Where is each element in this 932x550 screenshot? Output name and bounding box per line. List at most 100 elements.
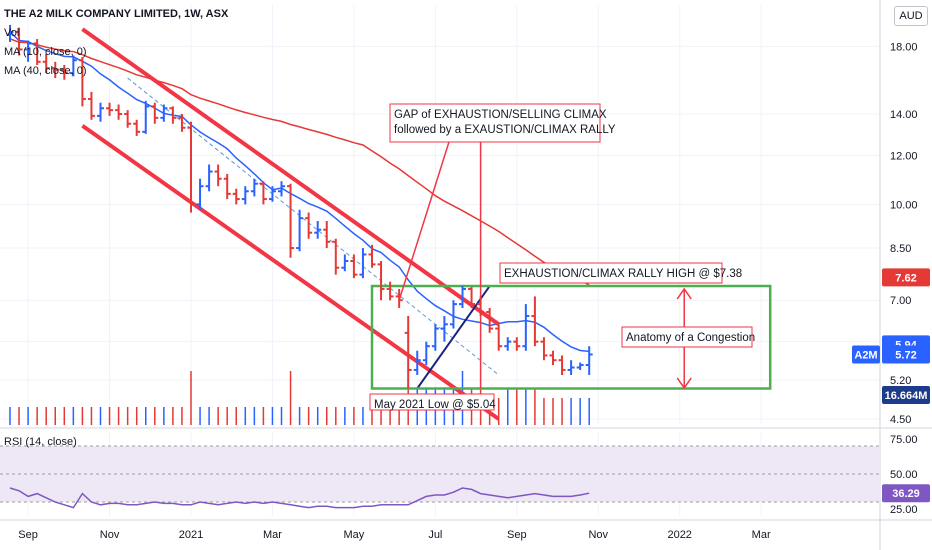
ohlc-bar — [124, 110, 132, 128]
annotation-gap-box — [389, 103, 601, 143]
badge-last: 5.72 — [882, 345, 930, 364]
ohlc-bar — [386, 281, 394, 301]
annotation-congestion: Anatomy of a Congestion — [621, 326, 755, 348]
ohlc-bar — [404, 316, 412, 389]
badge-volume: 16.664M — [882, 386, 930, 404]
ohlc-bar — [531, 296, 539, 347]
ohlc-bar — [87, 91, 95, 120]
ohlc-bar — [332, 238, 340, 275]
badge-rsi: 36.29 — [882, 484, 930, 503]
ohlc-bar — [422, 341, 430, 366]
annotations: GAP of EXHAUSTION/SELLING CLIMAX followed… — [369, 103, 755, 411]
ohlc-bar — [440, 316, 448, 342]
ohlc-bar — [513, 337, 521, 351]
ohlc-bar — [24, 40, 32, 62]
time-tick-label: Mar — [752, 529, 771, 541]
badge-last-bg — [882, 345, 930, 364]
ohlc-bar — [6, 24, 14, 42]
ohlc-bar — [97, 102, 104, 122]
badge-last-text: 5.72 — [895, 349, 916, 361]
badge-rsi-bg — [882, 484, 930, 503]
ohlc-bar — [540, 337, 548, 361]
candles — [6, 24, 593, 389]
time-tick-label: Sep — [18, 529, 38, 541]
ohlc-bar — [214, 164, 222, 187]
ohlc-bar — [323, 221, 331, 249]
badge-ma40-text: 7.62 — [895, 272, 916, 284]
symbol-title: THE A2 MILK COMPANY LIMITED, 1W, ASX — [4, 8, 229, 20]
annotation-may-low: May 2021 Low @ $5.04 — [369, 393, 496, 411]
badge-volume-bg — [882, 386, 930, 404]
ohlc-bar — [241, 186, 249, 205]
ohlc-bar — [106, 102, 114, 116]
time-tick-label: 2021 — [179, 529, 203, 541]
range-arrow-top — [676, 287, 692, 300]
badge-ticker-text: A2M — [854, 349, 877, 361]
annotation-may-low-box — [369, 393, 495, 411]
ohlc-bar — [558, 355, 566, 375]
ohlc-bar — [287, 183, 295, 258]
ohlc-bar — [486, 308, 494, 333]
annotation-gap: GAP of EXHAUSTION/SELLING CLIMAX followed… — [389, 103, 616, 143]
ohlc-bar — [522, 304, 530, 351]
currency-button[interactable]: AUD — [894, 6, 928, 26]
price-tick-label: 4.50 — [890, 414, 911, 426]
annotation-gap-text: followed by a EXAUSTION/CLIMAX RALLY — [394, 124, 616, 136]
time-tick-label: Mar — [263, 529, 282, 541]
time-tick-label: May — [344, 529, 365, 541]
ohlc-bar — [449, 300, 457, 329]
price-tick-label: 7.00 — [890, 295, 911, 307]
rsi-line — [9, 487, 590, 509]
ohlc-bar — [142, 100, 150, 134]
channel-upper-line — [81, 27, 500, 326]
ohlc-bar — [69, 55, 77, 77]
ohlc-bar — [504, 337, 512, 351]
price-tick-label: 18.00 — [890, 41, 918, 53]
ohlc-bar — [431, 324, 439, 351]
rsi-legend: RSI (14, close) — [4, 436, 77, 448]
time-tick-label: Nov — [588, 529, 608, 541]
ma40-legend: MA (40, close, 0) — [4, 65, 87, 77]
ohlc-bar — [305, 212, 313, 239]
ohlc-bar — [495, 324, 503, 351]
annotation-rally-high: EXHAUSTION/CLIMAX RALLY HIGH @ $7.38 — [499, 262, 742, 284]
ohlc-bar — [60, 64, 68, 80]
time-tick-label: Sep — [507, 529, 527, 541]
arrow-line — [398, 127, 455, 301]
ohlc-bar — [413, 350, 421, 375]
ohlc-bar — [459, 286, 466, 309]
badge-ma40: 7.62 — [882, 268, 930, 287]
ohlc-bar — [278, 181, 285, 197]
time-tick-label: Jul — [428, 529, 442, 541]
ohlc-bar — [350, 254, 358, 279]
ohlc-bar — [78, 57, 86, 107]
annotation-rally-high-box — [499, 262, 723, 284]
time-axis: Sep Nov 2021 Mar May Jul Sep Nov 2022 Mar — [18, 529, 771, 541]
ohlc-bar — [395, 288, 403, 309]
ohlc-bar — [160, 104, 168, 122]
ohlc-bar — [567, 360, 575, 375]
price-axis: 4.505.206.007.008.5010.0012.0014.0018.00… — [852, 41, 930, 516]
rsi-tick-label: 50.00 — [890, 469, 918, 481]
annotation-gap-text: GAP of EXHAUSTION/SELLING CLIMAX — [394, 109, 607, 121]
ohlc-bar — [268, 186, 276, 202]
badge-rsi-text: 36.29 — [892, 488, 920, 500]
ohlc-bar — [51, 61, 59, 79]
rsi-tick-label: 75.00 — [890, 434, 918, 446]
range-arrow-bottom — [676, 377, 692, 390]
badge-volume-text: 16.664M — [885, 390, 928, 402]
volume-legend: Vol — [4, 27, 20, 39]
price-tick-label: 14.00 — [890, 109, 918, 121]
price-tick-label: 12.00 — [890, 150, 918, 162]
ohlc-bar — [359, 248, 367, 279]
annotation-congestion-box — [621, 326, 753, 348]
price-tick-label: 5.20 — [890, 375, 911, 387]
ohlc-bar — [576, 362, 584, 370]
price-tick-label: 10.00 — [890, 199, 918, 211]
rsi-tick-label: 25.00 — [890, 504, 918, 516]
ma10-legend: MA (10, close, 0) — [4, 46, 87, 58]
ohlc-bar — [223, 173, 231, 200]
ohlc-bar — [314, 221, 322, 239]
ma40-line — [9, 38, 590, 286]
